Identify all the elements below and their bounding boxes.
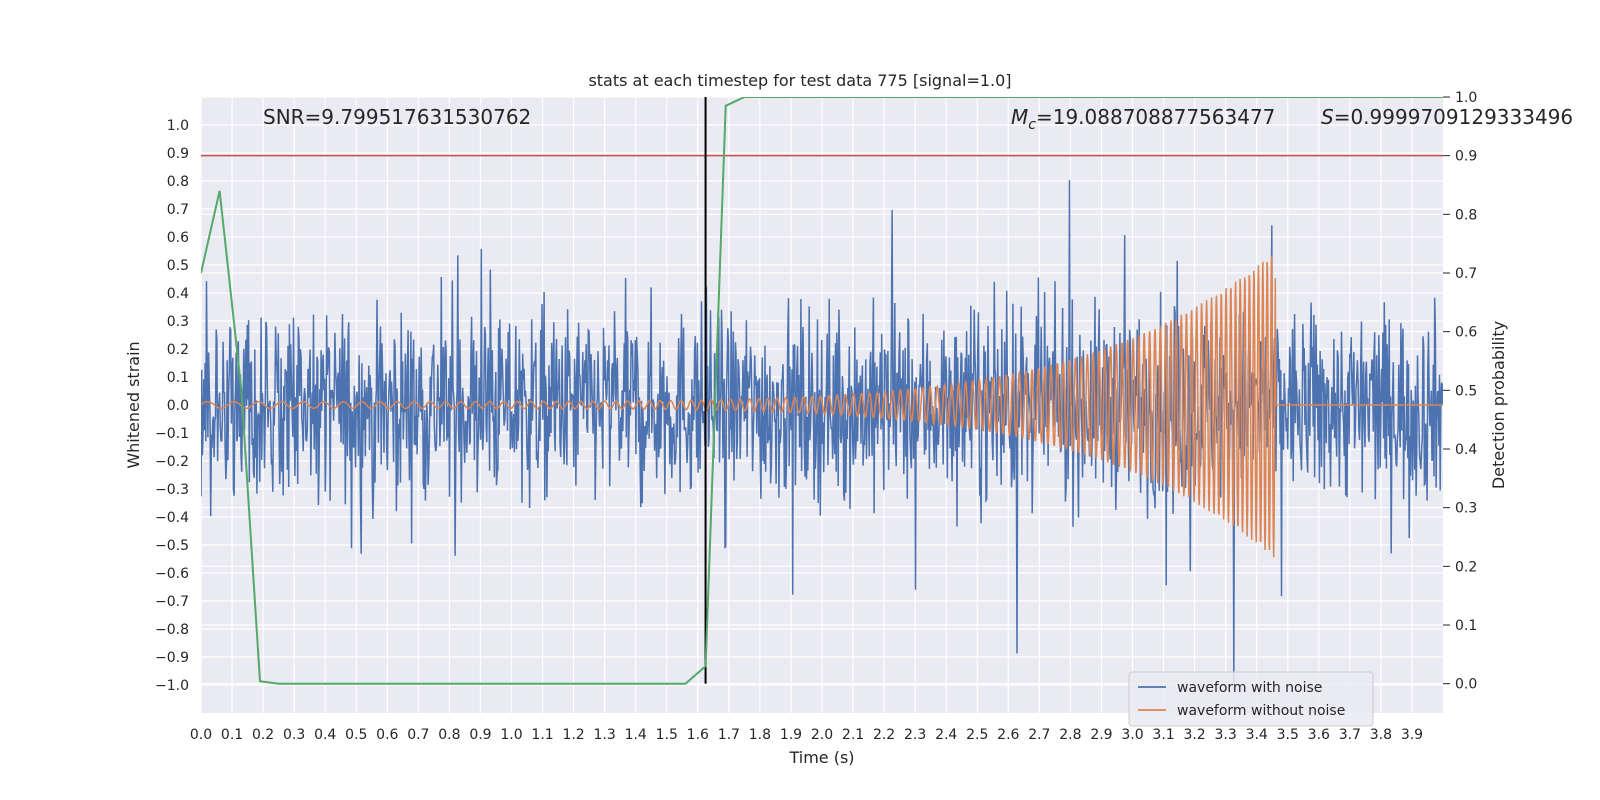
y2-tick-label: 0.6 bbox=[1455, 325, 1477, 341]
snr-annotation: SNR=9.799517631530762 bbox=[263, 105, 531, 129]
y-tick-label: −0.4 bbox=[155, 510, 189, 526]
y-tick-label: −0.7 bbox=[155, 594, 189, 610]
score-annotation: S=0.9999709129333496 bbox=[1321, 105, 1573, 129]
x-tick-label: 0.1 bbox=[221, 727, 243, 743]
y-tick-label: 0.5 bbox=[167, 258, 189, 274]
x-tick-label: 0.9 bbox=[469, 727, 491, 743]
x-tick-label: 3.3 bbox=[1215, 727, 1237, 743]
x-tick-label: 1.8 bbox=[749, 727, 771, 743]
series-layer bbox=[201, 97, 1443, 685]
x-tick-label: 1.2 bbox=[562, 727, 584, 743]
x-tick-label: 3.0 bbox=[1121, 727, 1143, 743]
x-tick-label: 2.4 bbox=[935, 727, 957, 743]
x-tick-label: 1.3 bbox=[594, 727, 616, 743]
x-tick-label: 3.4 bbox=[1246, 727, 1268, 743]
y2-tick-label: 0.0 bbox=[1455, 677, 1477, 693]
x-tick-label: 2.7 bbox=[1028, 727, 1050, 743]
legend-label: waveform with noise bbox=[1177, 680, 1322, 696]
mc-subscript: c bbox=[1028, 117, 1036, 133]
x-tick-label: 2.0 bbox=[811, 727, 833, 743]
mc-symbol: M bbox=[1011, 105, 1028, 129]
x-tick-label: 0.5 bbox=[345, 727, 367, 743]
x-tick-label: 3.8 bbox=[1370, 727, 1392, 743]
x-tick-label: 3.6 bbox=[1308, 727, 1330, 743]
y-tick-label: 0.0 bbox=[167, 398, 189, 414]
x-tick-label: 0.3 bbox=[283, 727, 305, 743]
x-tick-label: 1.6 bbox=[687, 727, 709, 743]
y-tick-label: 0.2 bbox=[167, 342, 189, 358]
x-tick-label: 2.6 bbox=[997, 727, 1019, 743]
x-tick-label: 2.3 bbox=[904, 727, 926, 743]
x-tick-label: 3.9 bbox=[1401, 727, 1423, 743]
y-tick-label: 0.9 bbox=[167, 146, 189, 162]
y-tick-label: 0.3 bbox=[167, 314, 189, 330]
x-tick-label: 2.5 bbox=[966, 727, 988, 743]
y2-axis-label: Detection probability bbox=[1489, 321, 1508, 489]
chart-title: stats at each timestep for test data 775… bbox=[588, 71, 1011, 90]
y2-tick-label: 0.2 bbox=[1455, 559, 1477, 575]
y-tick-label: 0.6 bbox=[167, 230, 189, 246]
x-tick-label: 2.1 bbox=[842, 727, 864, 743]
y2-tick-label: 0.9 bbox=[1455, 149, 1477, 165]
y-tick-label: 0.7 bbox=[167, 202, 189, 218]
y-tick-label: −0.6 bbox=[155, 566, 189, 582]
y2-tick-label: 1.0 bbox=[1455, 90, 1477, 106]
y-tick-label: −0.9 bbox=[155, 650, 189, 666]
y-tick-label: −0.1 bbox=[155, 426, 189, 442]
y-tick-label: −0.8 bbox=[155, 622, 189, 638]
y2-tick-label: 0.4 bbox=[1455, 442, 1477, 458]
x-tick-label: 0.0 bbox=[190, 727, 212, 743]
y-tick-label: 0.8 bbox=[167, 174, 189, 190]
series-waveform-without-noise bbox=[201, 255, 1443, 558]
mc-value: =19.088708877563477 bbox=[1036, 105, 1275, 129]
y2-tick-label: 0.1 bbox=[1455, 618, 1477, 634]
x-tick-label: 0.7 bbox=[407, 727, 429, 743]
legend-box bbox=[1128, 671, 1374, 727]
y-tick-label: −0.5 bbox=[155, 538, 189, 554]
x-tick-label: 1.5 bbox=[656, 727, 678, 743]
s-value: =0.9999709129333496 bbox=[1334, 105, 1573, 129]
x-tick-label: 3.5 bbox=[1277, 727, 1299, 743]
x-tick-label: 1.1 bbox=[531, 727, 553, 743]
x-tick-label: 2.2 bbox=[873, 727, 895, 743]
y-tick-label: −1.0 bbox=[155, 678, 189, 694]
y-tick-label: −0.3 bbox=[155, 482, 189, 498]
x-tick-label: 0.2 bbox=[252, 727, 274, 743]
x-tick-label: 1.9 bbox=[780, 727, 802, 743]
y-tick-label: −0.2 bbox=[155, 454, 189, 470]
x-tick-label: 1.7 bbox=[718, 727, 740, 743]
x-tick-label: 3.7 bbox=[1339, 727, 1361, 743]
legend: waveform with noise waveform without nois… bbox=[1128, 671, 1374, 727]
series-detection-probability bbox=[201, 97, 1443, 685]
x-tick-label: 1.4 bbox=[625, 727, 647, 743]
x-tick-label: 0.8 bbox=[438, 727, 460, 743]
x-axis: 0.0 0.1 0.2 0.3 0.4 0.5 0.6 0.7 0.8 0.9 1.0 1.1 1.2 1… bbox=[190, 727, 1423, 743]
x-tick-label: 1.0 bbox=[500, 727, 522, 743]
legend-label: waveform without noise bbox=[1177, 703, 1345, 719]
y-tick-label: 0.1 bbox=[167, 370, 189, 386]
x-tick-label: 0.4 bbox=[314, 727, 336, 743]
y-axis-label: Whitened strain bbox=[124, 341, 143, 468]
x-tick-label: 3.1 bbox=[1152, 727, 1174, 743]
x-tick-label: 3.2 bbox=[1183, 727, 1205, 743]
s-symbol: S bbox=[1321, 105, 1334, 129]
y2-tick-label: 0.3 bbox=[1455, 501, 1477, 517]
chirp-mass-annotation: Mc=19.088708877563477 bbox=[1011, 105, 1275, 133]
x-tick-label: 2.9 bbox=[1090, 727, 1112, 743]
x-axis-label: Time (s) bbox=[788, 748, 854, 767]
x-tick-label: 0.6 bbox=[376, 727, 398, 743]
y-tick-label: 0.4 bbox=[167, 286, 189, 302]
y2-tick-label: 0.7 bbox=[1455, 266, 1477, 282]
y2-tick-label: 0.5 bbox=[1455, 383, 1477, 399]
y2-tick-label: 0.8 bbox=[1455, 207, 1477, 223]
y-axis-left: 1.0 0.9 0.8 0.7 0.6 0.5 0.4 0.3 0.2 0.1 0.0 −0.1 −0.… bbox=[155, 118, 189, 694]
y-tick-label: 1.0 bbox=[167, 118, 189, 134]
y-axis-right: 1.0 0.9 0.8 0.7 0.6 0.5 0.4 0.3 0.2 0.1 0.0 bbox=[1443, 90, 1477, 693]
x-tick-label: 2.8 bbox=[1059, 727, 1081, 743]
